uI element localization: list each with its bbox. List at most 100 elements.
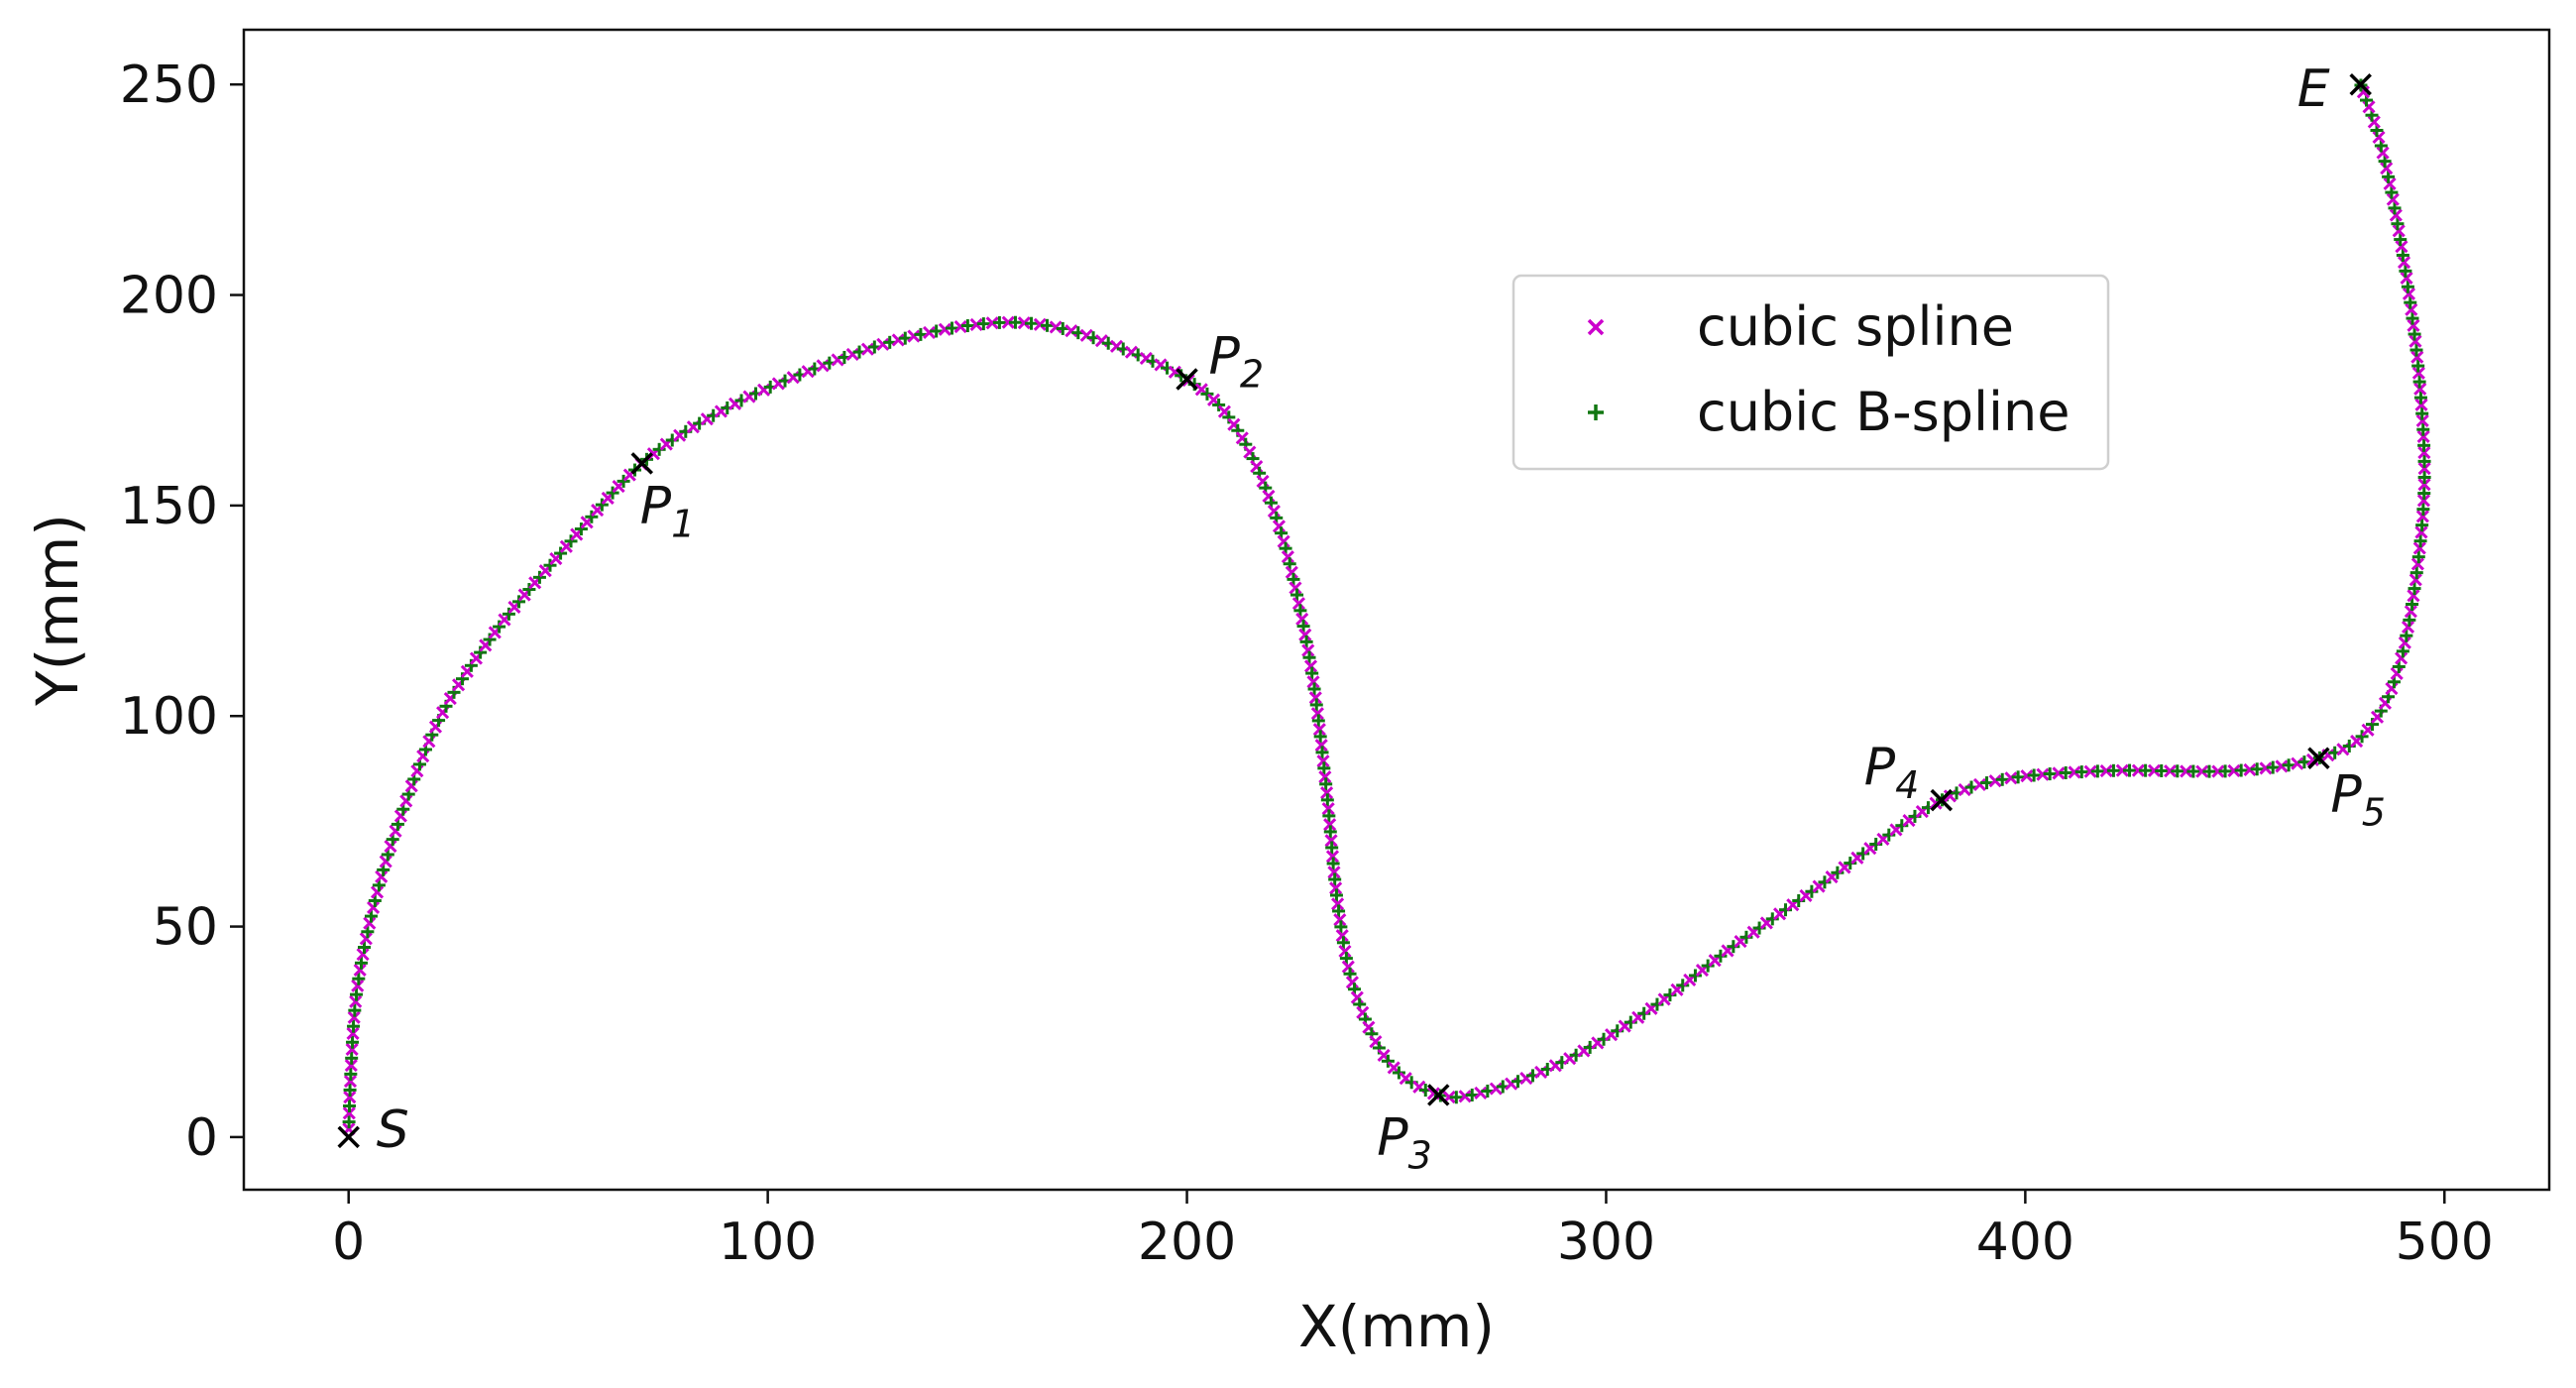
spline-point (1325, 850, 1340, 864)
spline-point (2415, 413, 2429, 427)
spline-point (2407, 318, 2420, 332)
bspline-point (2171, 764, 2184, 778)
spline-point (1301, 643, 1315, 657)
bspline-point (2186, 764, 2200, 778)
spline-point (363, 916, 377, 930)
bspline-point (532, 570, 546, 584)
spline-point (2417, 445, 2431, 460)
bspline-point (2417, 438, 2431, 452)
bspline-point (2123, 763, 2137, 777)
spline-point (2408, 334, 2422, 348)
bspline-point (1315, 746, 1329, 759)
spline-point (2417, 462, 2431, 476)
bspline-point (342, 1115, 356, 1129)
bspline-point (1299, 635, 1313, 648)
bspline-point (354, 956, 368, 970)
spline-point (1323, 818, 1337, 832)
bspline-point (2400, 629, 2413, 642)
bspline-point (2282, 758, 2296, 772)
spline-point (1988, 774, 2002, 788)
spline-point (1288, 581, 1302, 595)
bspline-point (1727, 940, 1740, 954)
spline-point (2413, 382, 2427, 396)
bspline-point (1305, 666, 1319, 680)
spline-point (2383, 176, 2397, 190)
spline-point (1324, 834, 1338, 848)
legend-box (1512, 274, 2110, 471)
bspline-point (914, 327, 928, 341)
bspline-point (2385, 185, 2399, 199)
bspline-point (2043, 767, 2057, 781)
x-tick-label: 400 (1976, 1213, 2074, 1272)
ticks-layer: 0 100 200 300 400 500 0 50 100 150 200 250 (120, 56, 2494, 1272)
bspline-point (1844, 857, 1857, 870)
spline-point (1295, 612, 1309, 627)
spline-point (1033, 317, 1047, 331)
spline-point (1327, 866, 1341, 879)
spline-point (1335, 929, 1349, 943)
bspline-point (2011, 770, 2025, 784)
bspline-point (346, 1035, 360, 1049)
spline-point (356, 948, 370, 962)
legend-label-cubic-b-spline: cubic B-spline (1697, 381, 2070, 443)
spline-point (344, 1058, 358, 1073)
spline-point (2147, 763, 2162, 777)
bspline-point (960, 319, 974, 333)
bspline-point (1008, 315, 1022, 329)
y-tick-label: 250 (120, 56, 218, 115)
bspline-point (1040, 318, 1054, 332)
bspline-point (1287, 572, 1300, 586)
bspline-point (1212, 398, 1226, 411)
spline-point (343, 1075, 358, 1089)
bspline-point (474, 645, 488, 659)
spline-point (1338, 944, 1352, 959)
bspline-point (483, 633, 497, 646)
bspline-point (976, 317, 990, 331)
bspline-point (2202, 764, 2216, 778)
bspline-point (2396, 248, 2409, 262)
spline-point (1972, 777, 1987, 791)
spline-point (953, 320, 967, 334)
x-tick-label: 0 (332, 1213, 365, 1272)
bspline-point (1326, 857, 1340, 870)
bspline-point (2027, 768, 2041, 782)
spline-point (2395, 240, 2408, 254)
control-point-marker (630, 452, 654, 475)
spline-point (1320, 786, 1334, 800)
bspline-point (358, 941, 372, 955)
spline-point (2052, 766, 2066, 780)
spline-point (1316, 754, 1330, 768)
x-tick-label: 500 (2396, 1213, 2494, 1272)
spline-point (2115, 763, 2129, 777)
spline-point (2163, 764, 2178, 778)
bspline-point (2417, 454, 2431, 468)
bspline-point (2417, 470, 2431, 484)
bspline-point (652, 442, 666, 456)
bspline-point (554, 546, 568, 560)
spline-point (2390, 666, 2404, 680)
bspline-point (2139, 763, 2153, 777)
legend-marker-cubic-spline (1587, 318, 1605, 336)
bspline-point (2234, 763, 2248, 777)
spline-point (2259, 761, 2273, 775)
spline-point (1331, 897, 1345, 911)
bspline-point (1290, 588, 1304, 602)
spline-point (922, 325, 937, 340)
bspline-point (2218, 764, 2232, 778)
spline-point (2416, 494, 2430, 508)
control-point-marker (1176, 368, 1198, 391)
bspline-point (1296, 620, 1310, 634)
spline-point (2414, 525, 2428, 539)
y-tick-label: 100 (120, 687, 218, 747)
spline-point (1489, 1082, 1503, 1096)
x-tick-label: 100 (719, 1213, 817, 1272)
bspline-point (1856, 847, 1870, 861)
spline-point (1303, 659, 1318, 673)
spline-point (1001, 315, 1015, 329)
spline-point (2275, 759, 2289, 773)
bspline-point (2074, 765, 2088, 779)
spline-point (2376, 146, 2390, 160)
control-point-label: E (2297, 59, 2330, 119)
spline-point (2400, 271, 2413, 286)
